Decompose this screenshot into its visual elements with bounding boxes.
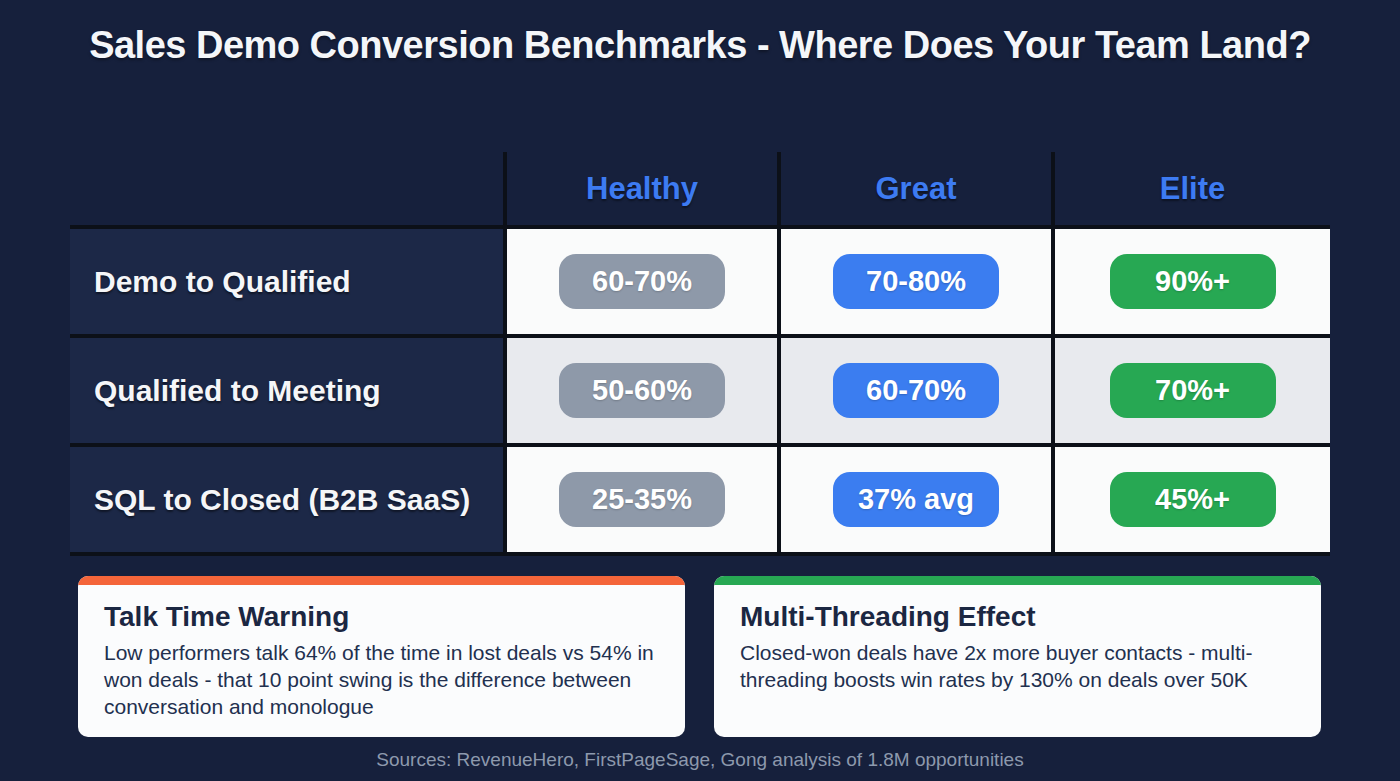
value-badge: 60-70% <box>559 254 725 310</box>
table-corner-cell <box>70 152 503 225</box>
card-title: Talk Time Warning <box>104 601 659 633</box>
benchmark-table: Healthy Great Elite Demo to Qualified 60… <box>70 152 1330 556</box>
table-row: Qualified to Meeting 50-60% 60-70% 70%+ <box>70 334 1330 443</box>
value-badge: 60-70% <box>833 363 999 419</box>
value-badge: 45%+ <box>1110 472 1276 528</box>
card-body-text: Closed-won deals have 2x more buyer cont… <box>740 640 1295 694</box>
row-label: Demo to Qualified <box>70 229 503 334</box>
value-badge: 90%+ <box>1110 254 1276 310</box>
table-cell: 60-70% <box>777 338 1051 443</box>
value-badge: 70-80% <box>833 254 999 310</box>
value-badge: 50-60% <box>559 363 725 419</box>
table-cell: 90%+ <box>1051 229 1330 334</box>
callout-card-multi-threading-effect: Multi-Threading Effect Closed-won deals … <box>714 576 1321 737</box>
slide: Sales Demo Conversion Benchmarks - Where… <box>0 0 1400 781</box>
table-cell: 50-60% <box>503 338 777 443</box>
table-row: SQL to Closed (B2B SaaS) 25-35% 37% avg … <box>70 443 1330 556</box>
card-content: Talk Time Warning Low performers talk 64… <box>78 585 685 721</box>
table-cell: 70%+ <box>1051 338 1330 443</box>
table-header-row: Healthy Great Elite <box>70 152 1330 225</box>
card-accent-bar-green <box>714 576 1321 585</box>
table-cell: 60-70% <box>503 229 777 334</box>
callout-cards: Talk Time Warning Low performers talk 64… <box>78 576 1322 737</box>
card-title: Multi-Threading Effect <box>740 601 1295 633</box>
column-header-elite: Elite <box>1051 152 1330 225</box>
row-label: Qualified to Meeting <box>70 338 503 443</box>
table-row: Demo to Qualified 60-70% 70-80% 90%+ <box>70 225 1330 334</box>
sources-note: Sources: RevenueHero, FirstPageSage, Gon… <box>0 749 1400 771</box>
card-content: Multi-Threading Effect Closed-won deals … <box>714 585 1321 694</box>
row-label: SQL to Closed (B2B SaaS) <box>70 447 503 552</box>
value-badge: 37% avg <box>833 472 999 528</box>
page-title: Sales Demo Conversion Benchmarks - Where… <box>0 24 1400 67</box>
callout-card-talk-time-warning: Talk Time Warning Low performers talk 64… <box>78 576 685 737</box>
value-badge: 70%+ <box>1110 363 1276 419</box>
card-body-text: Low performers talk 64% of the time in l… <box>104 640 659 721</box>
table-cell: 25-35% <box>503 447 777 552</box>
table-cell: 70-80% <box>777 229 1051 334</box>
table-cell: 45%+ <box>1051 447 1330 552</box>
table-cell: 37% avg <box>777 447 1051 552</box>
column-header-healthy: Healthy <box>503 152 777 225</box>
value-badge: 25-35% <box>559 472 725 528</box>
card-accent-bar-orange <box>78 576 685 585</box>
column-header-great: Great <box>777 152 1051 225</box>
